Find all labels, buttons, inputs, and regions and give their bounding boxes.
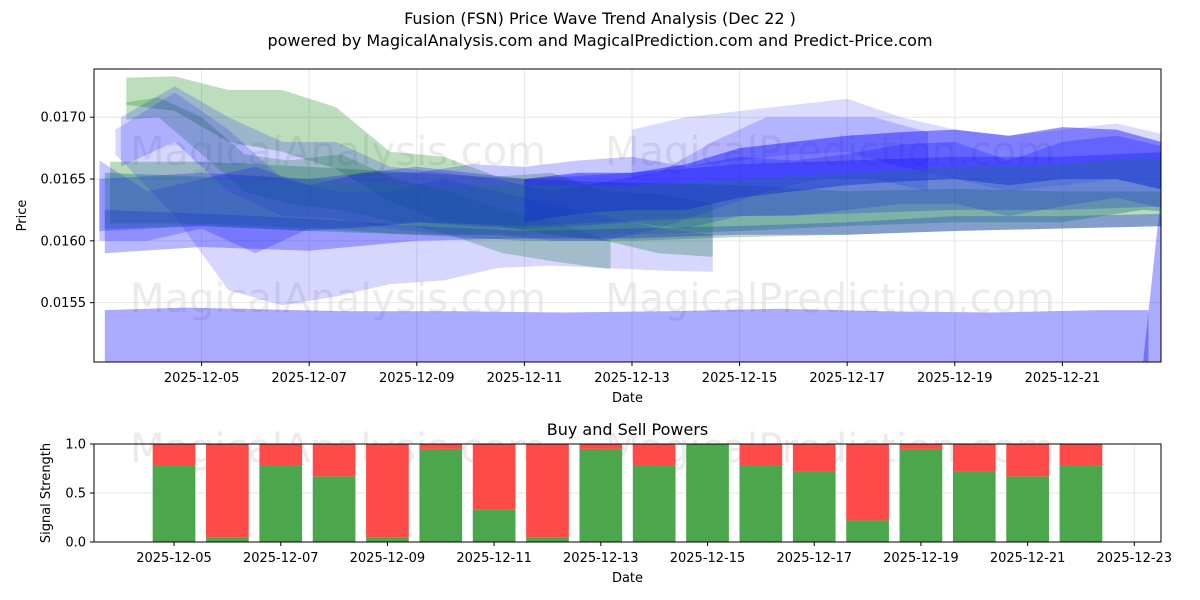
x-tick-label: 2025-12-11 <box>487 371 563 386</box>
price-wave-band <box>104 307 1149 362</box>
x-tick-label: 2025-12-21 <box>990 551 1066 566</box>
watermark-text: MagicalAnalysis.com <box>130 129 546 175</box>
sell-bar <box>472 444 516 510</box>
buy-bar <box>152 465 196 542</box>
buy-bar <box>632 465 676 542</box>
x-tick-label: 2025-12-05 <box>164 371 240 386</box>
y-tick-label: 1.0 <box>65 438 86 453</box>
sell-bar <box>1006 444 1049 477</box>
x-tick-label: 2025-12-09 <box>350 551 426 566</box>
buy-bar <box>739 465 783 542</box>
sell-bar <box>526 444 569 538</box>
sell-bar <box>952 444 996 472</box>
price-bands <box>99 76 1161 362</box>
price-wave-band <box>1143 194 1161 362</box>
price-wave-band <box>104 156 1161 235</box>
sell-bar <box>206 444 249 538</box>
price-wave-band <box>99 152 1161 231</box>
buy-bar <box>206 537 249 542</box>
sell-bar <box>792 444 836 472</box>
price-wave-band <box>126 76 713 257</box>
buy-bar <box>792 471 836 542</box>
x-tick-label: 2025-12-23 <box>1097 551 1173 566</box>
y-tick-label: 0.0 <box>65 536 86 551</box>
sell-bar <box>312 444 356 477</box>
x-tick-label: 2025-12-13 <box>563 551 639 566</box>
buy-bar <box>259 465 303 542</box>
x-tick-label: 2025-12-07 <box>271 371 347 386</box>
buy-sell-powers-chart: MagicalAnalysis.comMagicalPrediction.com… <box>39 420 1172 586</box>
buy-bar <box>526 537 569 542</box>
x-tick-label: 2025-12-19 <box>883 551 959 566</box>
price-wave-band <box>120 86 928 241</box>
sell-bar <box>739 444 783 466</box>
price-wave-band <box>524 127 1161 223</box>
buy-bar <box>899 448 943 542</box>
price-wave-chart: MagicalAnalysis.com MagicalPrediction.com… <box>15 68 1162 406</box>
watermark-text: MagicalAnalysis.com <box>130 276 546 322</box>
x-tick-label: 2025-12-13 <box>594 371 670 386</box>
plot-frame <box>93 68 1162 363</box>
x-tick-label: 2025-12-15 <box>670 551 746 566</box>
buy-bar <box>579 448 623 542</box>
watermark-text: MagicalPrediction.com <box>605 276 1055 322</box>
price-wave-band <box>632 98 1161 192</box>
buy-bar <box>846 520 889 542</box>
sell-bar <box>1059 444 1103 466</box>
y-tick-label: 0.0155 <box>41 296 87 311</box>
sell-bar <box>899 444 943 449</box>
buy-bar <box>1006 476 1049 542</box>
x-tick-label: 2025-12-19 <box>917 371 993 386</box>
watermark-text: MagicalPrediction.com <box>605 129 1055 175</box>
price-wave-band <box>126 97 611 270</box>
x-tick-label: 2025-12-17 <box>809 371 885 386</box>
x-tick-label: 2025-12-11 <box>456 551 532 566</box>
sell-bar <box>632 444 676 466</box>
x-tick-label: 2025-12-21 <box>1025 371 1101 386</box>
chart-subtitle-buy-sell: Buy and Sell Powers <box>547 420 709 439</box>
x-tick-label: 2025-12-05 <box>136 551 212 566</box>
price-wave-band <box>99 135 1161 254</box>
sell-bar <box>579 444 623 449</box>
buy-bar <box>312 476 356 542</box>
sell-bar <box>259 444 303 466</box>
price-wave-band <box>104 209 1161 254</box>
price-wave-band <box>110 161 1161 241</box>
y-axis-label: Price <box>15 200 30 232</box>
buy-bar <box>366 537 409 542</box>
sell-bar <box>366 444 409 538</box>
y-tick-label: 0.0165 <box>41 173 87 188</box>
x-tick-label: 2025-12-17 <box>776 551 852 566</box>
buy-bar <box>952 471 996 542</box>
buy-bar <box>472 509 516 542</box>
x-axis-label: Date <box>612 571 643 586</box>
sell-bar <box>419 444 463 449</box>
sell-bar <box>152 444 196 466</box>
x-tick-label: 2025-12-09 <box>379 371 455 386</box>
chart-subtitle: powered by MagicalAnalysis.com and Magic… <box>267 31 933 50</box>
x-axis-label: Date <box>612 391 643 406</box>
price-wave-band <box>115 92 713 306</box>
x-tick-label: 2025-12-07 <box>243 551 319 566</box>
buy-bar <box>419 448 463 542</box>
y-axis-label: Signal Strength <box>39 443 54 543</box>
chart-title: Fusion (FSN) Price Wave Trend Analysis (… <box>404 9 796 28</box>
sell-bar <box>846 444 889 521</box>
buy-bar <box>686 444 729 542</box>
buy-bar <box>1059 465 1103 542</box>
y-tick-label: 0.5 <box>65 487 86 502</box>
y-tick-label: 0.0170 <box>41 111 87 126</box>
x-tick-label: 2025-12-15 <box>702 371 778 386</box>
y-tick-label: 0.0160 <box>41 234 87 249</box>
